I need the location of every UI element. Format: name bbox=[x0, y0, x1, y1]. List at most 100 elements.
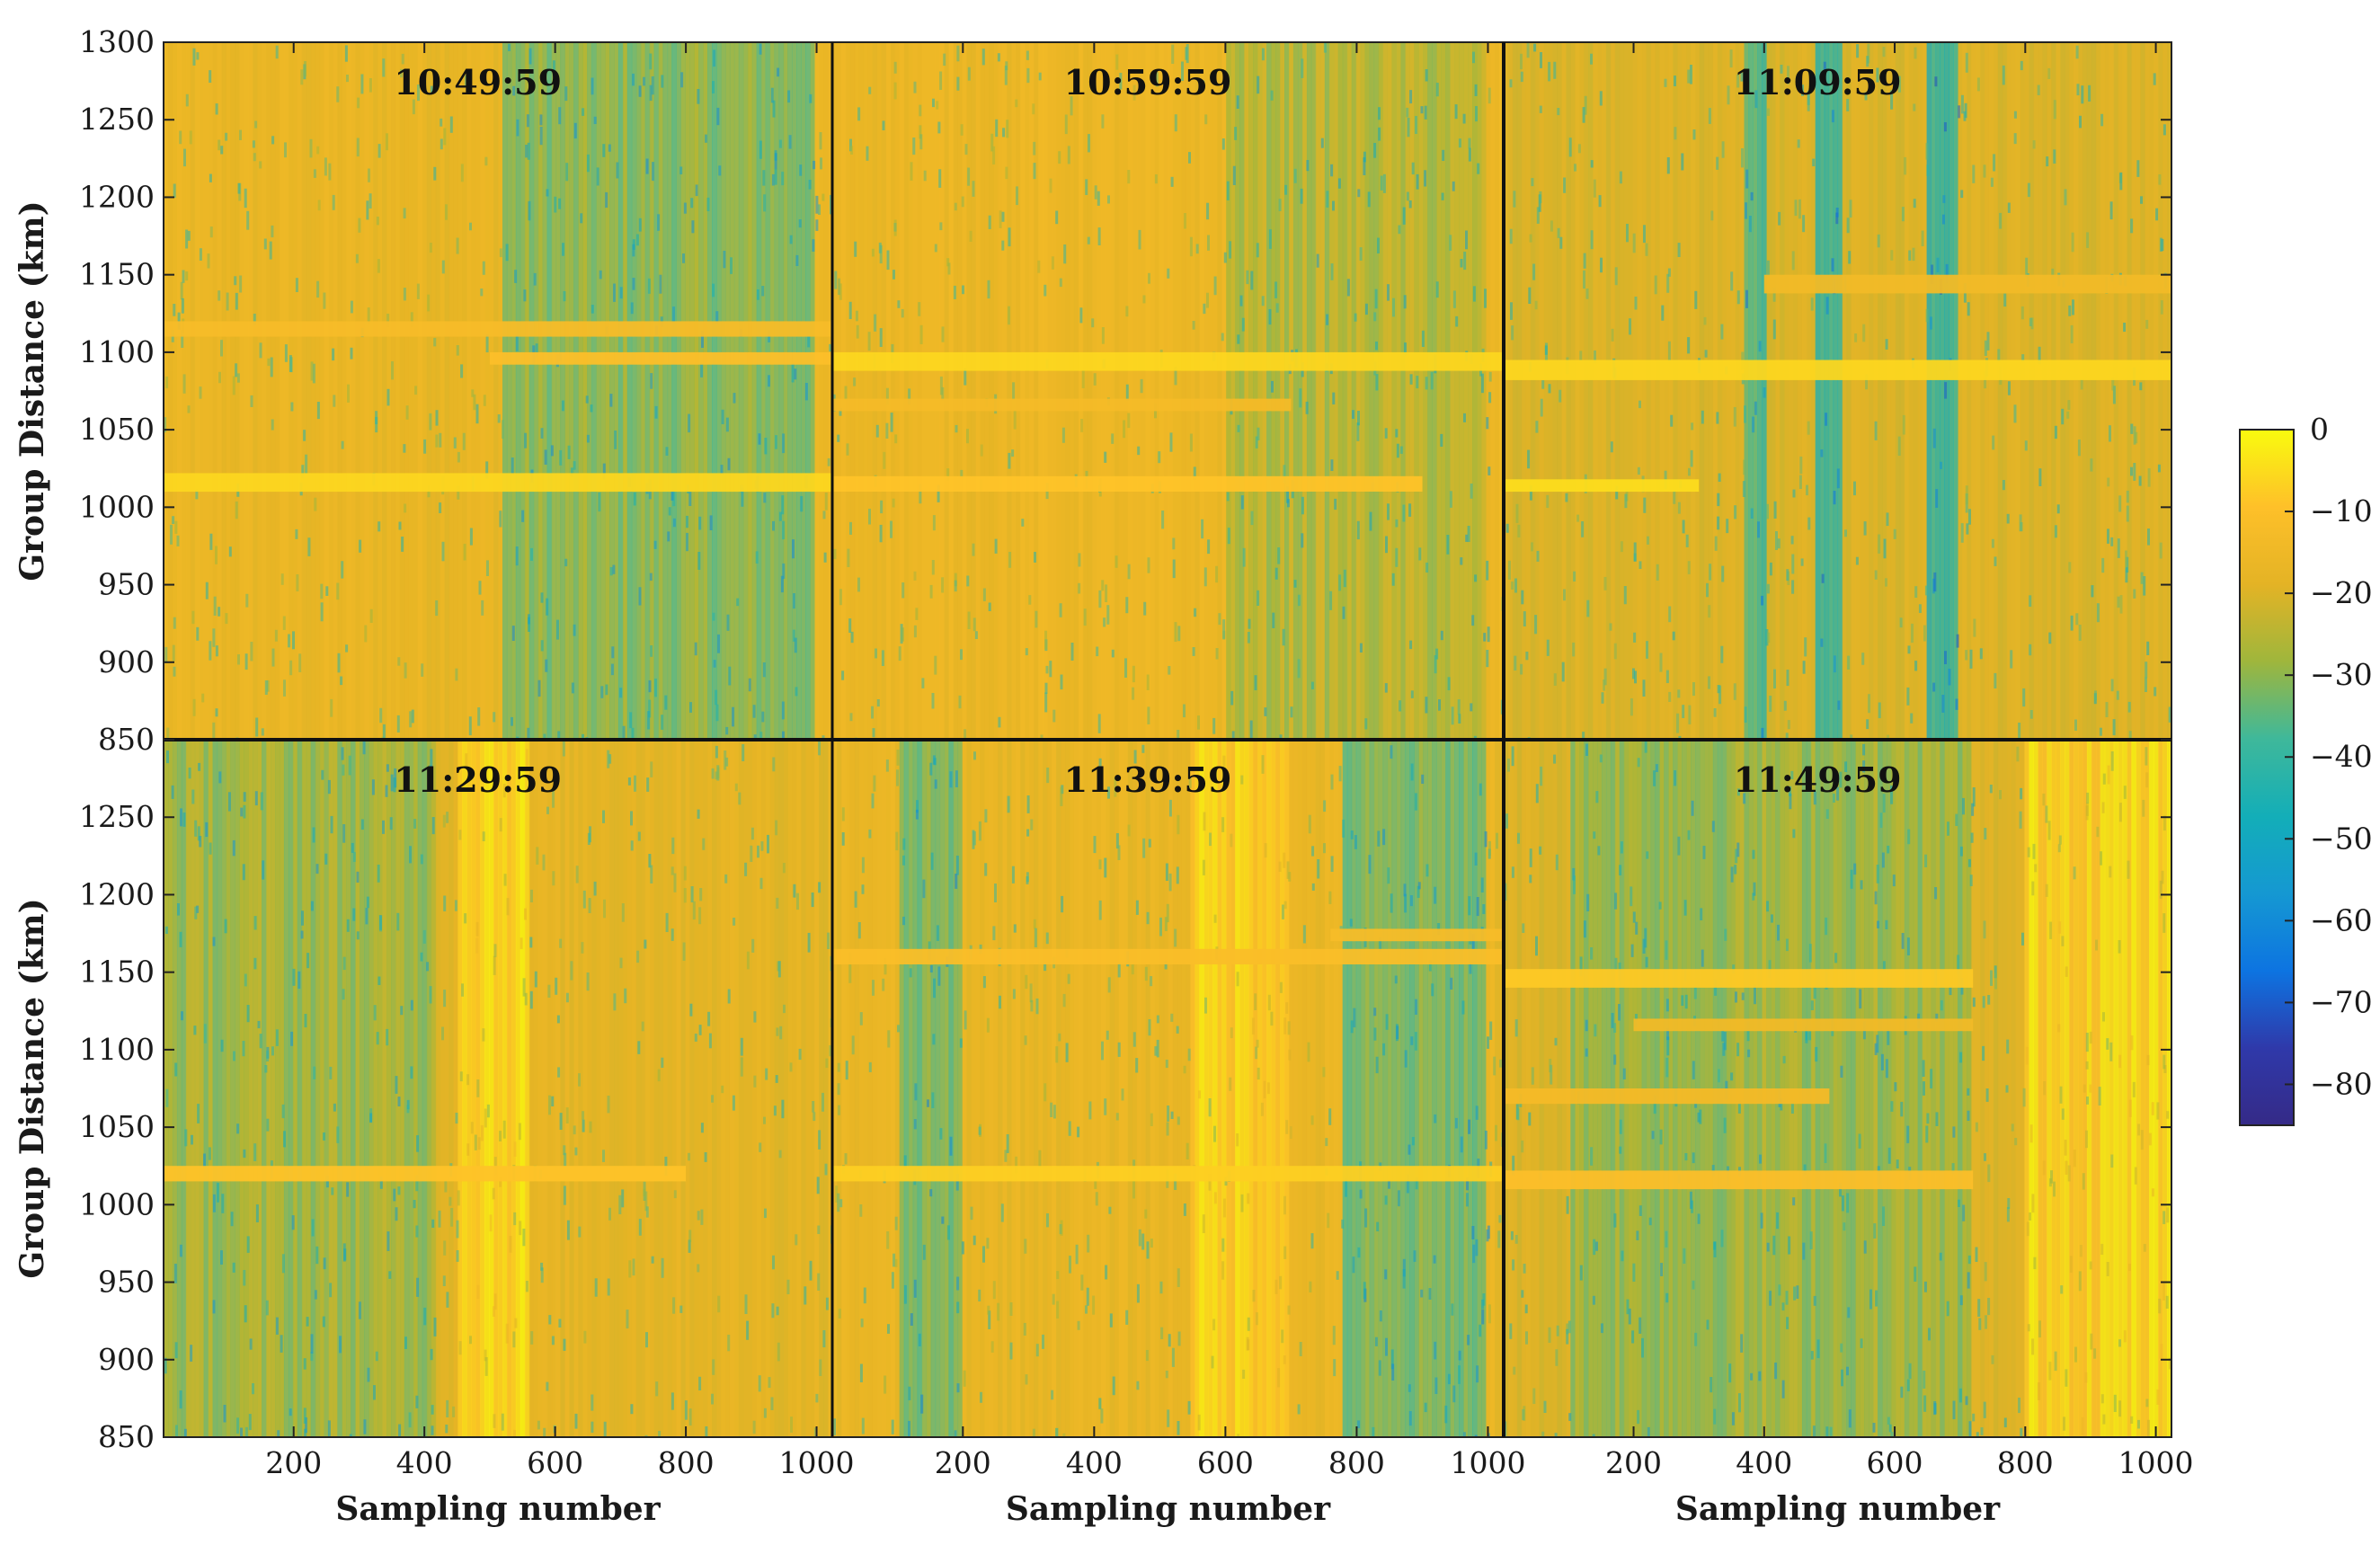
heatmap-speckle bbox=[482, 261, 485, 275]
heatmap-speckle bbox=[705, 134, 707, 143]
heatmap-speckle bbox=[1590, 1147, 1594, 1166]
heatmap-speckle bbox=[525, 749, 528, 767]
heatmap-speckle bbox=[1908, 250, 1912, 261]
heatmap-speckle bbox=[1404, 342, 1407, 356]
heatmap-speckle bbox=[2090, 458, 2093, 472]
heatmap-speckle bbox=[1947, 821, 1949, 836]
heatmap-speckle bbox=[187, 230, 191, 241]
heatmap-speckle bbox=[1261, 296, 1265, 306]
heatmap-speckle bbox=[701, 330, 704, 348]
heatmap-speckle bbox=[1457, 699, 1461, 715]
heatmap-speckle bbox=[2162, 124, 2166, 136]
heatmap-speckle bbox=[1184, 213, 1186, 229]
heatmap-speckle bbox=[404, 503, 407, 513]
heatmap-speckle bbox=[720, 465, 724, 475]
heatmap-speckle bbox=[468, 716, 472, 736]
heatmap-column bbox=[823, 42, 829, 740]
heatmap-speckle bbox=[190, 1345, 193, 1362]
heatmap-speckle bbox=[1710, 210, 1714, 221]
heatmap-speckle bbox=[369, 608, 373, 623]
heatmap-speckle bbox=[608, 1207, 611, 1221]
heatmap-speckle bbox=[728, 666, 732, 686]
heatmap-column bbox=[1319, 42, 1326, 740]
heatmap-speckle bbox=[700, 363, 704, 377]
heatmap-column bbox=[1226, 740, 1231, 1437]
heatmap-speckle bbox=[513, 1141, 517, 1157]
heatmap-speckle bbox=[1626, 224, 1629, 243]
heatmap-speckle bbox=[1823, 61, 1826, 75]
heatmap-speckle bbox=[1387, 503, 1390, 520]
heatmap-speckle bbox=[1736, 74, 1740, 88]
heatmap-column bbox=[172, 740, 178, 1437]
heatmap-speckle bbox=[1536, 207, 1540, 224]
y-tick-label-top: 1100 bbox=[79, 334, 155, 369]
heatmap-speckle bbox=[534, 971, 537, 988]
heatmap-speckle bbox=[310, 361, 314, 381]
heatmap-speckle bbox=[1420, 106, 1424, 114]
heatmap-speckle bbox=[922, 879, 926, 899]
heatmap-speckle bbox=[521, 510, 525, 522]
heatmap-speckle bbox=[377, 521, 381, 532]
heatmap-column bbox=[935, 42, 941, 740]
heatmap-speckle bbox=[753, 734, 757, 740]
heatmap-speckle bbox=[1416, 885, 1420, 898]
heatmap-speckle bbox=[1468, 138, 1471, 149]
heatmap-speckle bbox=[788, 135, 792, 149]
heatmap-speckle bbox=[1406, 1174, 1409, 1194]
heatmap-speckle bbox=[771, 173, 775, 186]
heatmap-speckle bbox=[1847, 655, 1851, 670]
heatmap-speckle bbox=[812, 1101, 815, 1113]
heatmap-speckle bbox=[502, 784, 506, 798]
heatmap-speckle bbox=[1521, 590, 1524, 605]
heatmap-column bbox=[1953, 740, 1958, 1437]
heatmap-speckle bbox=[750, 845, 753, 862]
heatmap-speckle bbox=[556, 619, 559, 640]
heatmap-speckle bbox=[480, 1124, 484, 1141]
heatmap-column bbox=[431, 42, 437, 740]
heatmap-speckle bbox=[485, 333, 489, 352]
heatmap-speckle bbox=[1379, 937, 1382, 952]
heatmap-speckle bbox=[386, 388, 390, 406]
panel-heatmap bbox=[164, 740, 832, 1437]
heatmap-speckle bbox=[218, 771, 222, 784]
heatmap-speckle bbox=[1563, 589, 1566, 601]
heatmap-speckle bbox=[1156, 1015, 1159, 1024]
heatmap-column bbox=[716, 740, 722, 1437]
heatmap-speckle bbox=[164, 646, 168, 663]
heatmap-column bbox=[2060, 740, 2065, 1437]
panel-heatmap bbox=[164, 42, 832, 740]
heatmap-speckle bbox=[1897, 436, 1901, 456]
heatmap-speckle bbox=[1729, 49, 1733, 68]
heatmap-speckle bbox=[2077, 440, 2081, 457]
heatmap-column bbox=[1346, 42, 1353, 740]
heatmap-column bbox=[975, 740, 981, 1437]
heatmap-speckle bbox=[2118, 495, 2122, 512]
heatmap-column bbox=[168, 740, 173, 1437]
heatmap-speckle bbox=[271, 1046, 274, 1056]
heatmap-speckle bbox=[1940, 461, 1942, 469]
heatmap-speckle bbox=[1470, 703, 1473, 712]
heatmap-speckle bbox=[2126, 505, 2129, 522]
heatmap-speckle bbox=[657, 1069, 661, 1082]
heatmap-speckle bbox=[2100, 851, 2102, 866]
heatmap-speckle bbox=[513, 1212, 517, 1226]
heatmap-speckle bbox=[1487, 626, 1490, 643]
heatmap-speckle bbox=[332, 348, 335, 361]
heatmap-speckle bbox=[1424, 170, 1427, 187]
heatmap-speckle bbox=[913, 81, 917, 93]
heatmap-speckle bbox=[1550, 220, 1553, 232]
heatmap-column bbox=[444, 42, 450, 740]
heatmap-speckle bbox=[1088, 1101, 1092, 1120]
heatmap-speckle bbox=[1486, 560, 1489, 581]
heatmap-speckle bbox=[1043, 963, 1047, 972]
heatmap-speckle bbox=[898, 646, 901, 662]
heatmap-speckle bbox=[758, 1375, 761, 1392]
y-tick-label-top: 1050 bbox=[79, 412, 155, 447]
heatmap-speckle bbox=[1482, 1293, 1486, 1306]
heatmap-speckle bbox=[1218, 613, 1221, 626]
heatmap-speckle bbox=[903, 1155, 907, 1168]
heatmap-speckle bbox=[2102, 1414, 2106, 1425]
heatmap-column bbox=[2038, 42, 2043, 740]
heatmap-speckle bbox=[849, 713, 853, 722]
heatmap-speckle bbox=[1723, 1032, 1727, 1051]
